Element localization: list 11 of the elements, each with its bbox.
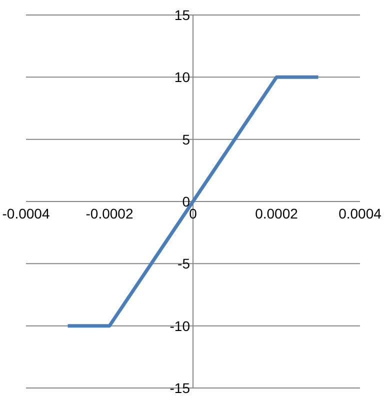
y-tick-label: 15	[174, 7, 190, 23]
x-tick-label: -0.0004	[2, 206, 50, 222]
y-tick-label: 0	[182, 194, 190, 210]
x-tick-label: 0.0004	[338, 206, 382, 222]
y-tick-label: 10	[174, 69, 190, 86]
y-tick-label: -10	[170, 318, 190, 334]
x-tick-label: 0.0002	[255, 206, 298, 222]
y-tick-label: -5	[178, 256, 190, 272]
y-tick-label: -15	[170, 380, 190, 396]
x-tick-label: -0.0002	[86, 206, 134, 222]
y-tick-label: 5	[182, 131, 190, 148]
